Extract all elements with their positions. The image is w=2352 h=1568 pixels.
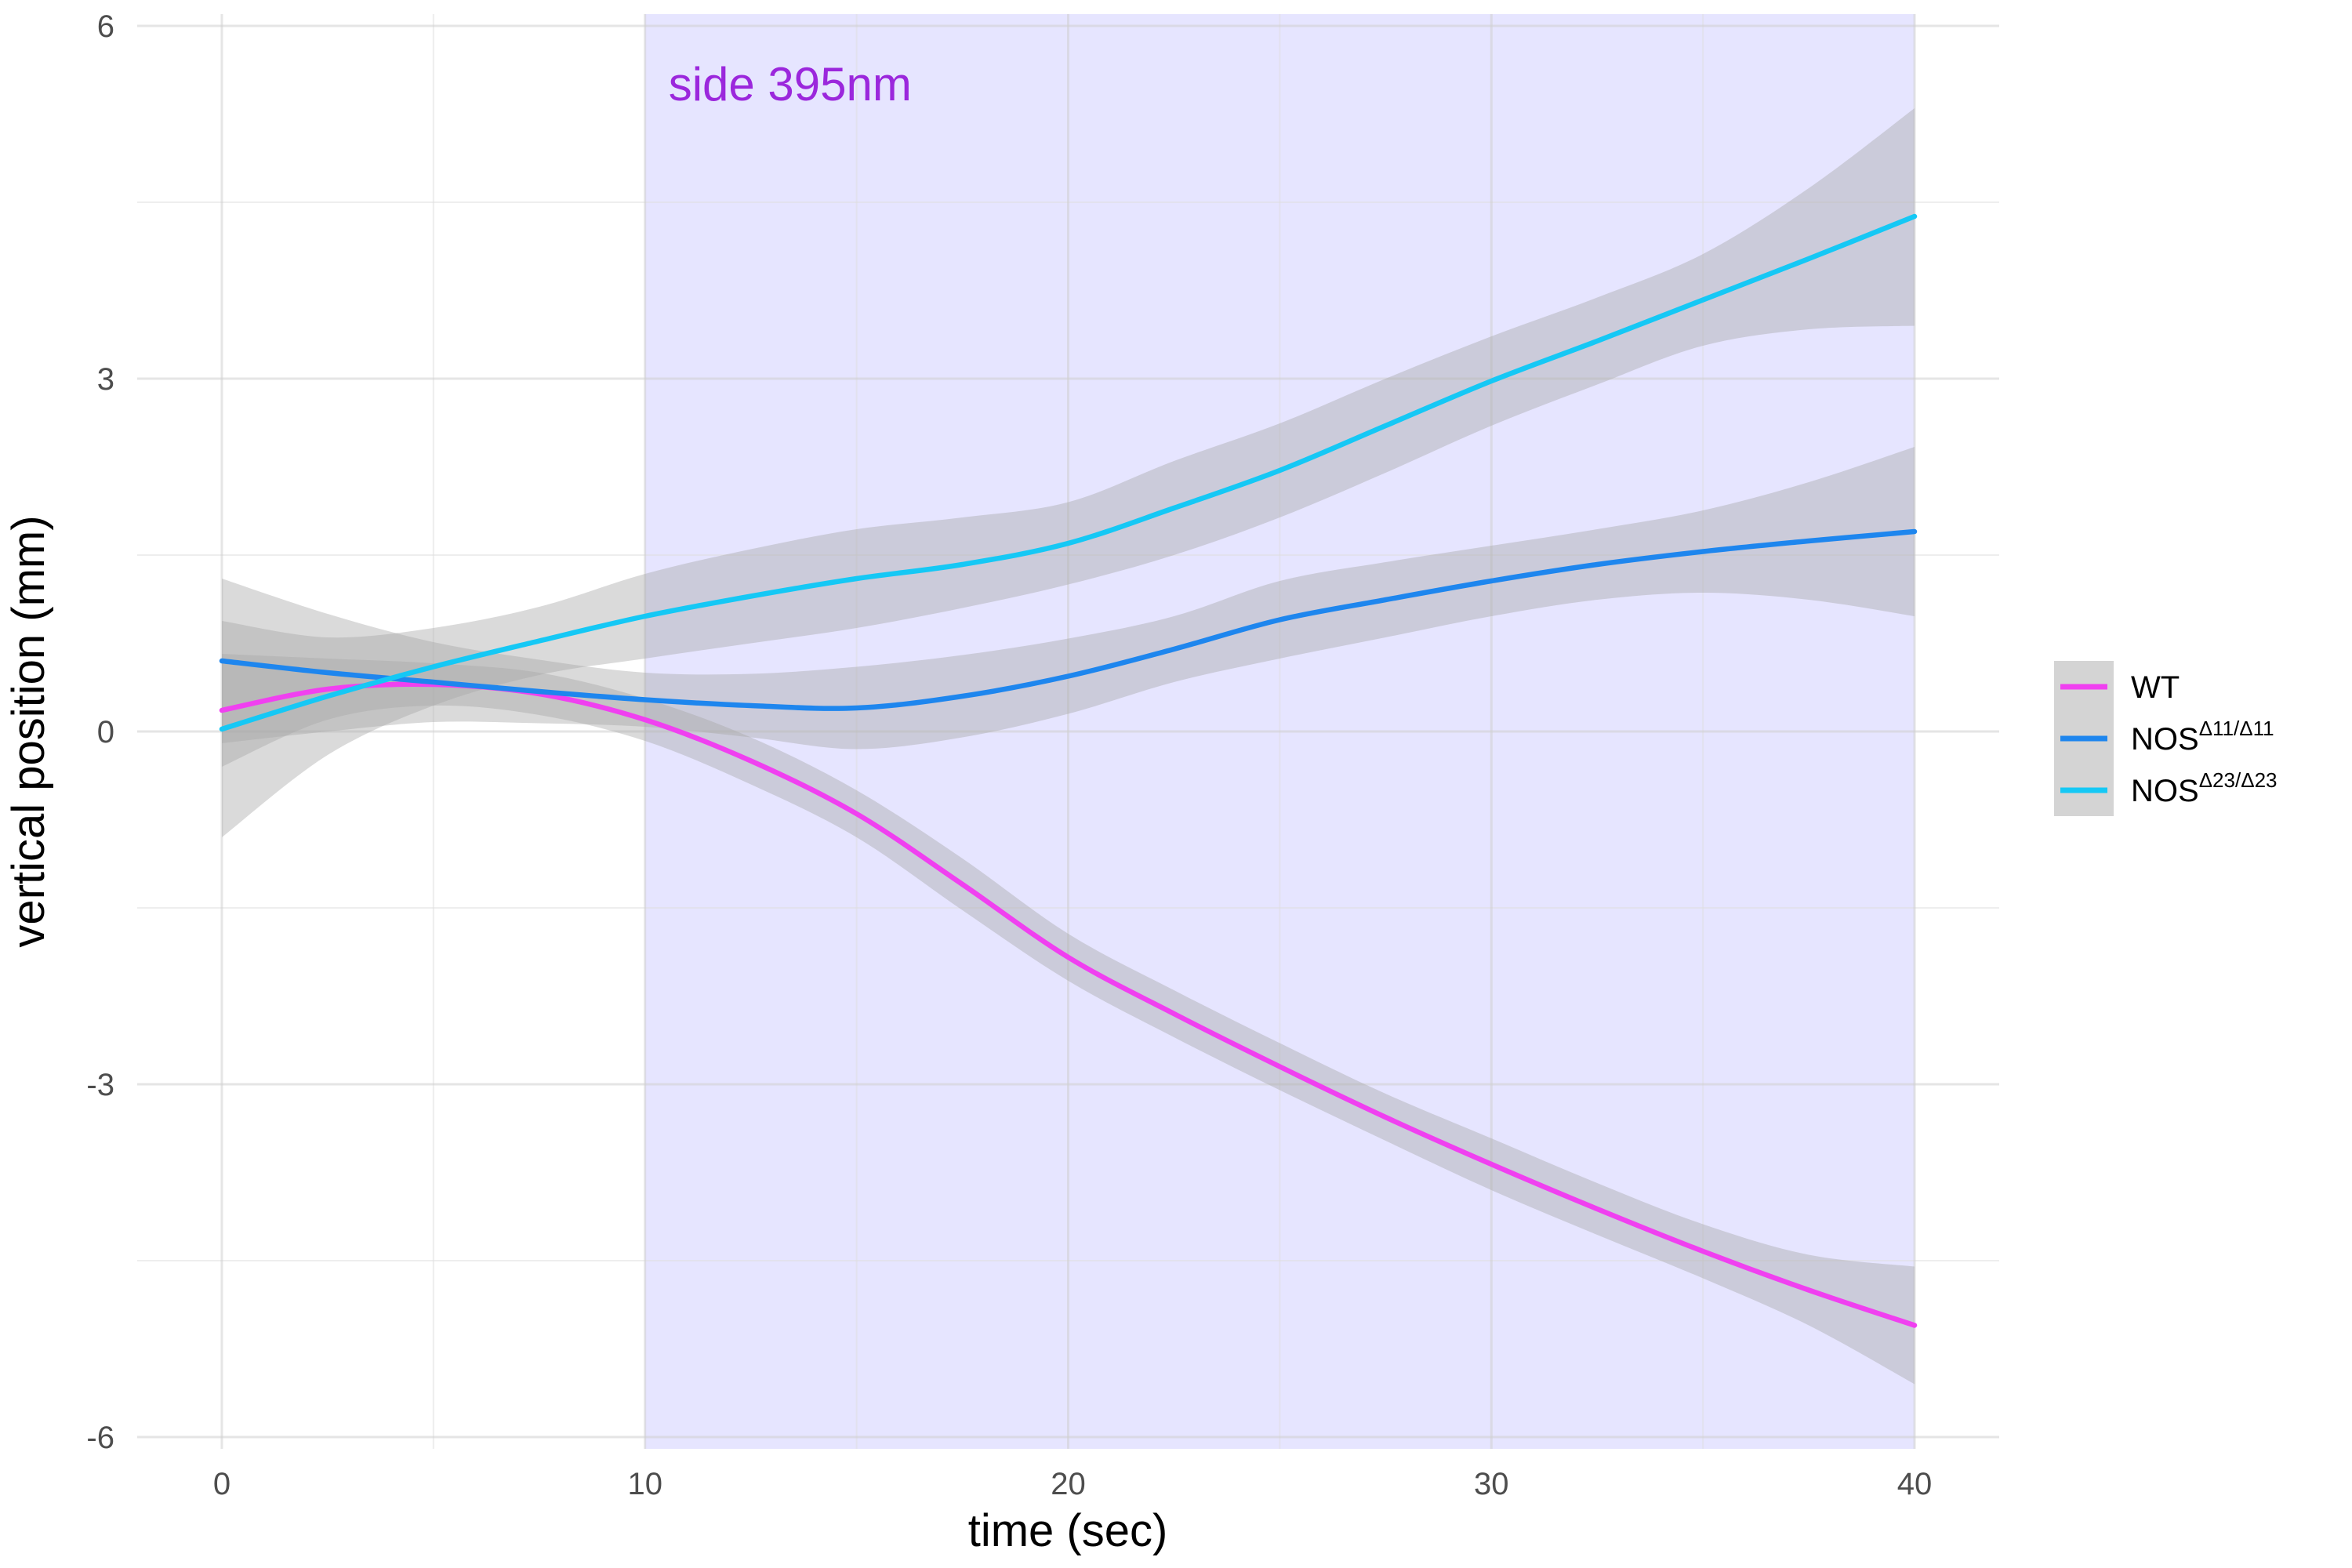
legend-label-superscript: Δ11/Δ11 — [2199, 717, 2274, 740]
y-tick-label: 6 — [97, 9, 114, 44]
confidence-bands — [222, 108, 1915, 1385]
legend-label-superscript: Δ23/Δ23 — [2199, 768, 2278, 792]
y-tick-label: -6 — [86, 1421, 114, 1455]
y-tick-label: 0 — [97, 715, 114, 750]
legend-label: WT — [2131, 670, 2180, 705]
y-tick-label: -3 — [86, 1068, 114, 1102]
x-tick-label: 30 — [1474, 1467, 1509, 1501]
legend-label: NOSΔ11/Δ11 — [2131, 717, 2274, 757]
y-tick-label: 3 — [97, 362, 114, 397]
y-axis-title: vertical position (mm) — [3, 515, 54, 947]
grid-layer — [137, 14, 1999, 1449]
x-axis-title: time (sec) — [968, 1505, 1168, 1556]
x-tick-label: 0 — [213, 1467, 230, 1501]
x-tick-label: 40 — [1897, 1467, 1933, 1501]
highlight-label: side 395nm — [669, 58, 912, 111]
series-lines — [219, 213, 1918, 1328]
x-axis-tick-labels: 0 10 20 30 40 — [213, 1467, 1932, 1501]
series-line-2 — [219, 528, 1918, 711]
confidence-band-series-2 — [222, 447, 1915, 750]
x-tick-label: 20 — [1051, 1467, 1086, 1501]
confidence-band-series-3 — [222, 108, 1915, 837]
y-axis-tick-labels: -6 -3 0 3 6 — [86, 9, 114, 1455]
x-tick-label: 10 — [627, 1467, 662, 1501]
series-line-3 — [219, 213, 1918, 732]
legend-label: NOSΔ23/Δ23 — [2131, 768, 2278, 808]
legend-label-base: WT — [2131, 670, 2180, 705]
legend-label-base: NOS — [2131, 722, 2199, 757]
legend-label-base: NOS — [2131, 774, 2199, 808]
